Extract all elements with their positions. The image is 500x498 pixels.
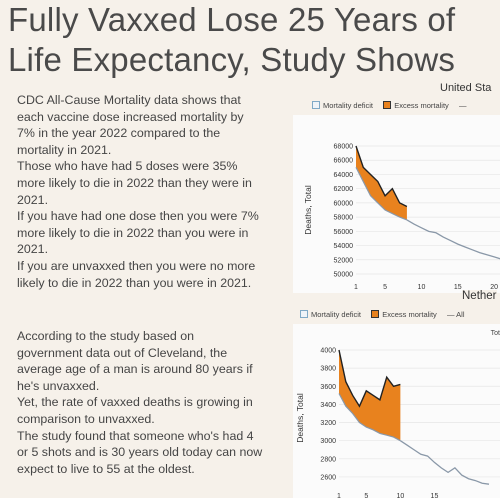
legend-extra-label: — All	[447, 310, 465, 319]
x-tick-label: 5	[364, 493, 368, 498]
text-line: government data out of Cleveland, the	[17, 345, 228, 360]
text-line: average age of a man is around 80 years …	[17, 362, 253, 377]
text-line: 2021.	[17, 192, 49, 207]
y-tick-label: 60000	[334, 200, 354, 207]
legend-excess-label: Excess mortality	[382, 310, 437, 319]
y-tick-label: 3800	[320, 366, 336, 373]
headline: Fully Vaxxed Lose 25 Years of Life Expec…	[8, 0, 500, 80]
legend-deficit-label: Mortality deficit	[323, 101, 374, 110]
headline-line-2: Life Expectancy, Study Shows	[8, 41, 456, 78]
text-line: 2021.	[17, 242, 49, 257]
y-tick-label: 2600	[320, 474, 336, 481]
chart2-corner-label: Tot	[490, 330, 500, 337]
y-tick-label: 3400	[320, 402, 336, 409]
legend-excess-label: Excess mortality	[394, 101, 449, 110]
text-line: If you are unvaxxed then you were no mor…	[17, 258, 256, 273]
text-line: According to the study based on	[17, 329, 195, 343]
legend-extra-label: —	[459, 101, 467, 110]
text-line: he's unvaxxed.	[17, 378, 100, 393]
chart1-legend: Mortality deficit Excess mortality —	[312, 101, 467, 110]
x-tick-label: 1	[354, 284, 358, 291]
actual-deaths-line	[338, 349, 401, 408]
y-tick-label: 3000	[320, 438, 336, 445]
text-line: 7% in the year 2022 compared to the	[17, 126, 221, 141]
text-line: If you have had one dose then you were 7…	[17, 209, 259, 224]
x-tick-label: 5	[383, 284, 387, 291]
chart2-legend: Mortality deficit Excess mortality — All	[300, 310, 465, 319]
y-tick-label: 50000	[334, 272, 354, 279]
text-line: more likely to die in 2022 than you were…	[17, 225, 249, 240]
mortality-deficit-line	[406, 219, 500, 260]
text-line: likely to die in 2022 than you were in 2…	[17, 275, 252, 290]
y-tick-label: 62000	[334, 186, 354, 193]
y-tick-label: 64000	[334, 172, 354, 179]
netherlands-mortality-chart: 2600 2800 3000 3200 3400 3600 3800 4000 1 5 10 15 De…	[293, 324, 500, 498]
y-axis-label: Deaths, Total	[303, 185, 313, 235]
text-line: Yet, the rate of vaxxed deaths is growin…	[17, 395, 253, 410]
x-tick-label: 1	[337, 493, 341, 498]
y-tick-label: 66000	[334, 158, 354, 165]
actual-deaths-line	[355, 145, 408, 208]
mortality-deficit-line	[400, 440, 490, 485]
baseline-line	[338, 393, 401, 442]
x-tick-label: 10	[396, 493, 404, 498]
y-tick-label: 54000	[334, 243, 354, 250]
y-tick-label: 3200	[320, 420, 336, 427]
legend-excess-swatch	[383, 101, 392, 109]
y-tick-label: 52000	[334, 257, 354, 264]
us-mortality-chart: 50000 52000 54000 56000 58000 60000 62000 64000…	[293, 115, 500, 293]
x-tick-label: 15	[431, 493, 439, 498]
y-tick-label: 2800	[320, 456, 336, 463]
y-tick-label: 56000	[334, 229, 354, 236]
chart2-header: Nether	[462, 290, 497, 302]
y-tick-label: 4000	[320, 348, 336, 355]
text-line: Those who have had 5 doses were 35%	[17, 159, 238, 174]
x-tick-label: 15	[454, 284, 462, 291]
x-tick-label: 20	[490, 284, 498, 291]
article-paragraph-1: CDC All-Cause Mortality data shows that e…	[17, 92, 279, 291]
text-line: mortality in 2021.	[17, 142, 112, 157]
legend-deficit-swatch	[312, 101, 320, 109]
text-line: comparison to unvaxxed.	[17, 411, 155, 426]
text-line: more likely to die in 2022 than they wer…	[17, 175, 252, 190]
text-line: expect to live to 55 at the oldest.	[17, 461, 195, 476]
chart-svg: 50000 52000 54000 56000 58000 60000 62000 64000…	[303, 144, 500, 291]
text-line: each vaccine dose increased mortality by	[17, 109, 244, 124]
excess-mortality-area	[339, 350, 401, 441]
text-line: or 5 shots and is 30 years old today can…	[17, 445, 263, 460]
legend-excess-swatch	[371, 310, 380, 318]
chart1-header: United Sta	[440, 82, 492, 94]
legend-deficit-swatch	[300, 310, 308, 318]
y-axis-label: Deaths, Total	[295, 393, 305, 443]
y-tick-label: 58000	[334, 215, 354, 222]
x-tick-label: 10	[418, 284, 426, 291]
headline-line-1: Fully Vaxxed Lose 25 Years of	[8, 1, 456, 38]
article-paragraph-2: According to the study based on governmen…	[17, 328, 279, 477]
y-tick-label: 3600	[320, 384, 336, 391]
text-line: The study found that someone who's had 4	[17, 428, 254, 443]
legend-deficit-label: Mortality deficit	[311, 310, 362, 319]
text-line: CDC All-Cause Mortality data shows that	[17, 93, 241, 107]
excess-mortality-area	[356, 146, 407, 220]
baseline-line	[355, 167, 408, 221]
y-tick-label: 68000	[334, 144, 354, 151]
